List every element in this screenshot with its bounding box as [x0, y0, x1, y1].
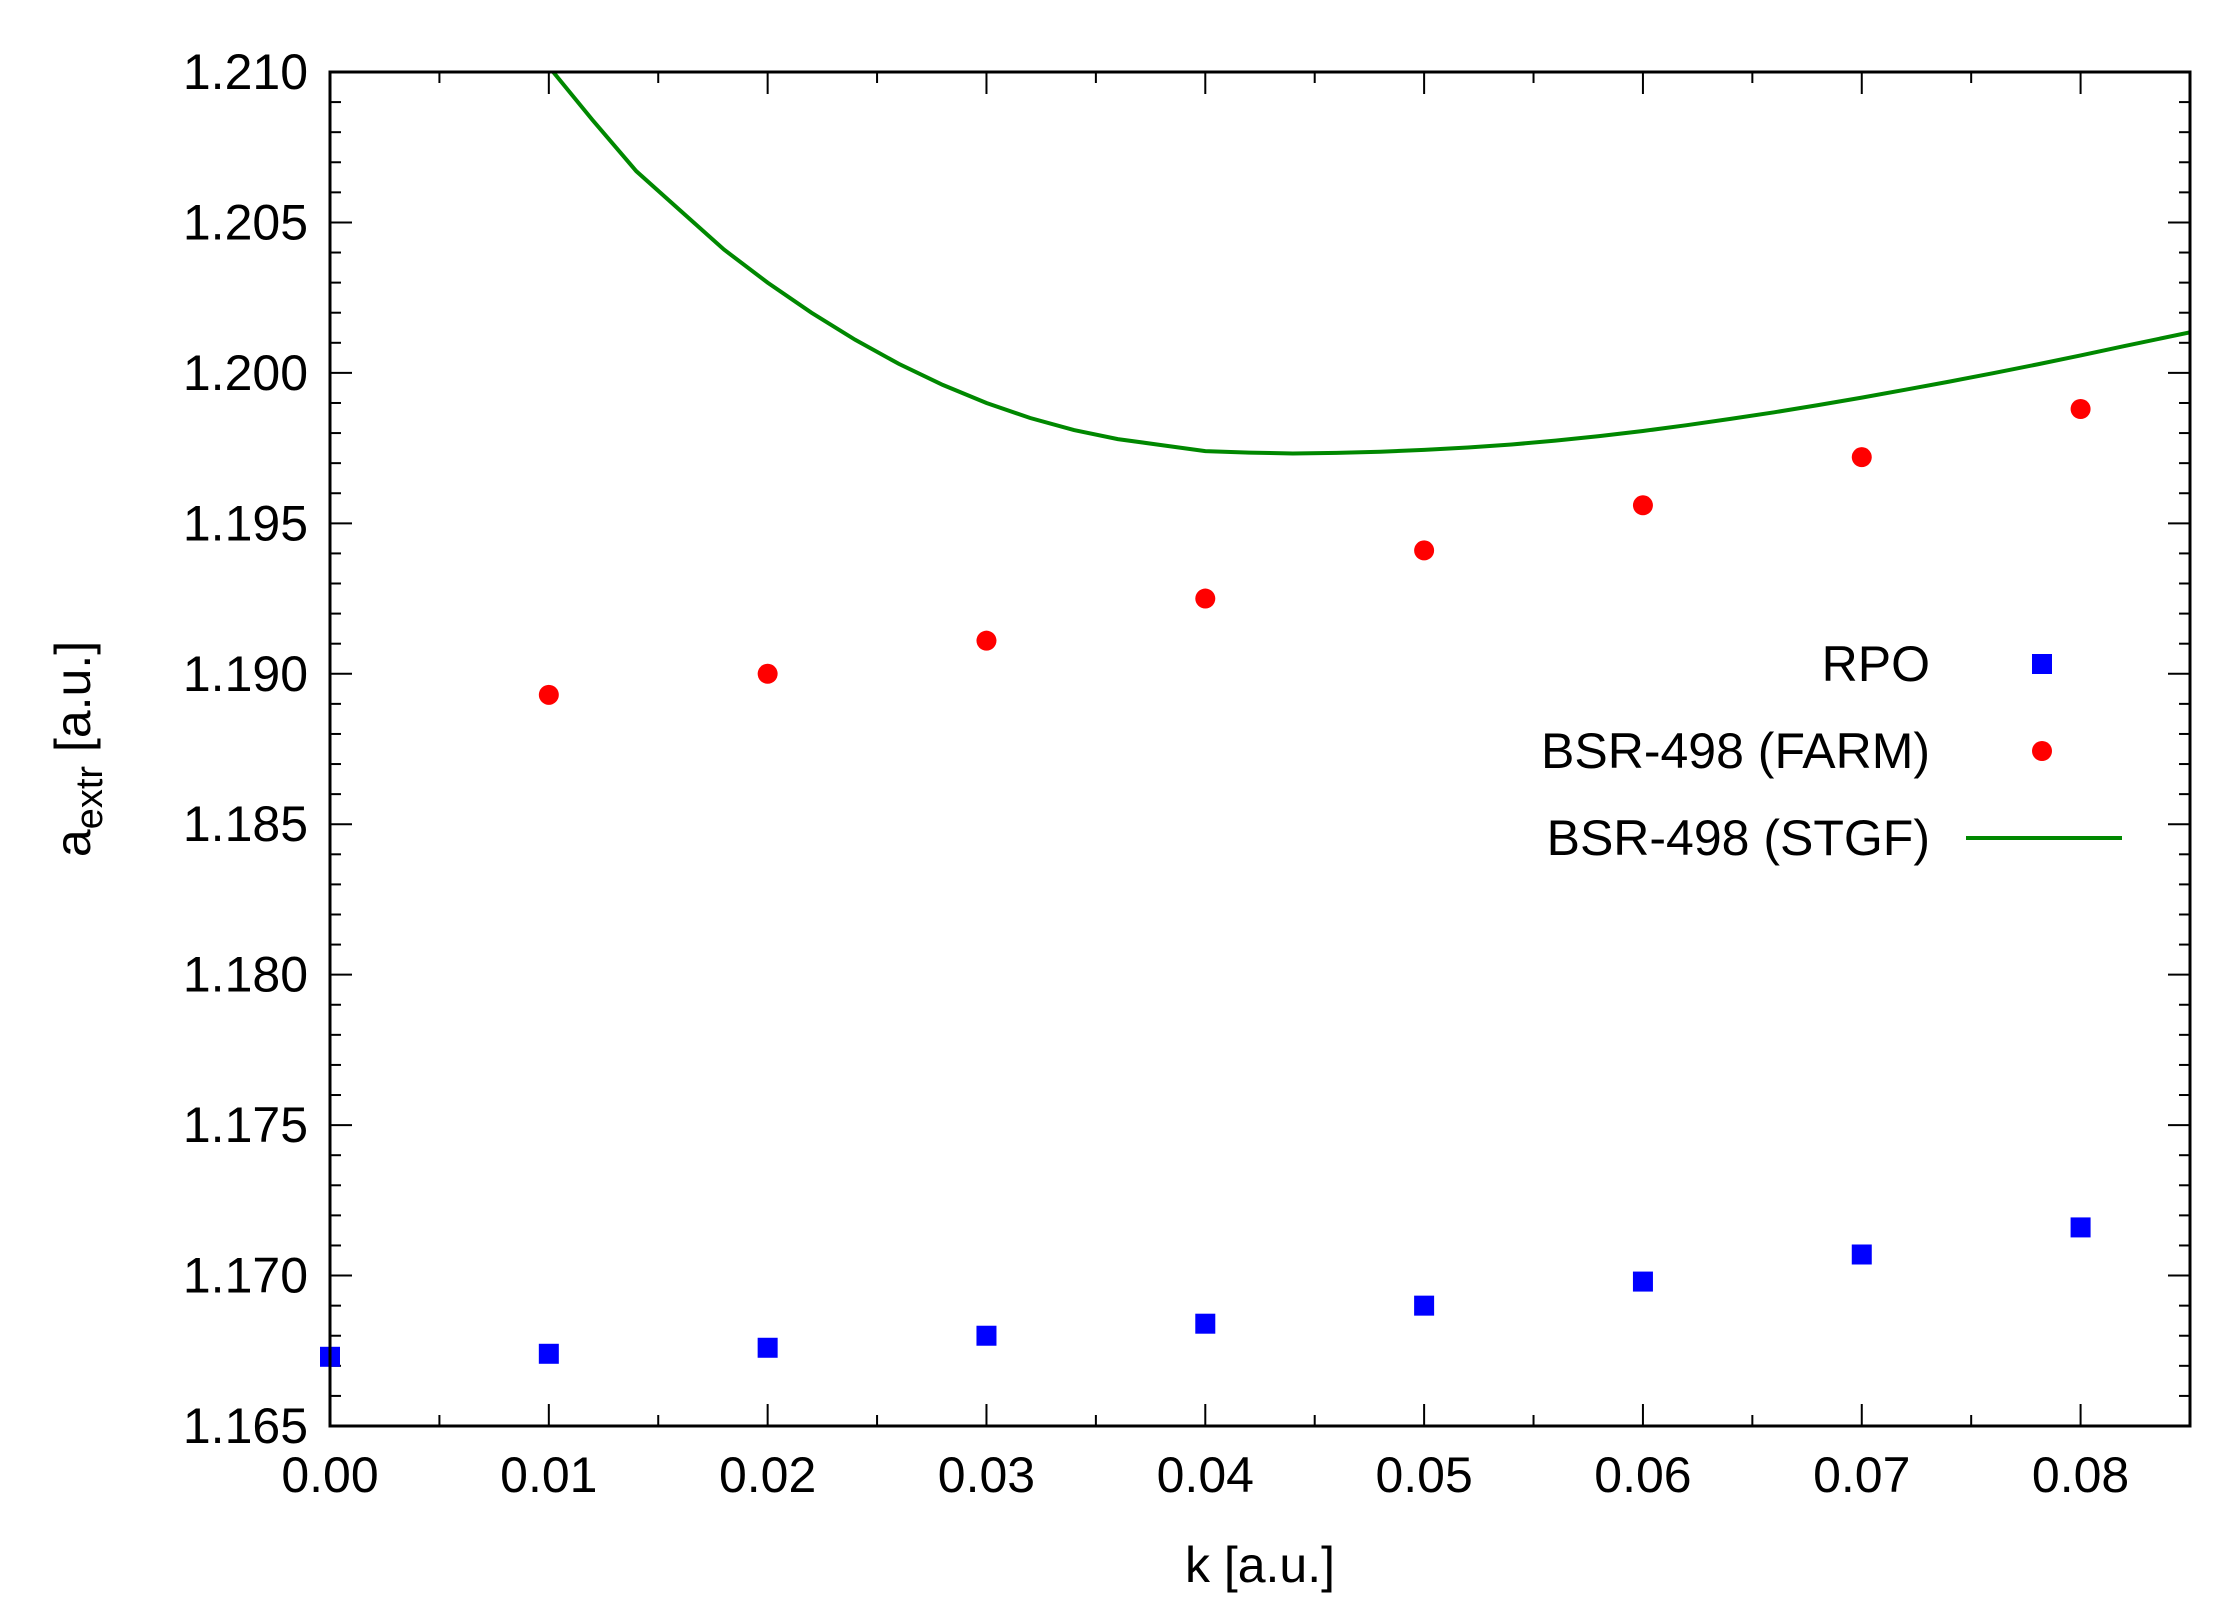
x-tick-label: 0.01	[500, 1447, 597, 1503]
series-layer	[320, 72, 2190, 1367]
y-tick-label: 1.195	[183, 495, 308, 551]
point-bsr-498-farm	[2070, 398, 2091, 419]
point-bsr-498-farm	[1195, 588, 1216, 609]
x-tick-label: 0.00	[281, 1447, 378, 1503]
legend-marker-circle	[2032, 741, 2052, 761]
ticks-layer: 0.00 0.01 0.02 0.03 0.04 0.05 0.06 0.07 0.08 1.16…	[183, 44, 2190, 1503]
x-axis-label: k [a.u.]	[1185, 1537, 1335, 1593]
legend-marker-square	[2032, 654, 2052, 674]
point-rpo	[1851, 1244, 1872, 1265]
point-rpo	[1414, 1295, 1435, 1316]
y-tick-label: 1.175	[183, 1097, 308, 1153]
point-bsr-498-farm	[1851, 447, 1872, 468]
x-tick-label: 0.03	[938, 1447, 1035, 1503]
point-bsr-498-farm	[976, 630, 997, 651]
x-tick-label: 0.04	[1157, 1447, 1254, 1503]
plot-frame	[328, 70, 2192, 1428]
x-tick-label: 0.06	[1594, 1447, 1691, 1503]
legend-label: BSR-498 (STGF)	[1547, 810, 1930, 866]
point-bsr-498-farm	[757, 663, 778, 684]
y-tick-label: 1.180	[183, 947, 308, 1003]
y-tick-label: 1.200	[183, 345, 308, 401]
y-axis-label-subscript: extr	[69, 766, 111, 830]
y-axis-label-unit: [a.u.]	[45, 641, 101, 766]
x-tick-label: 0.08	[2032, 1447, 2129, 1503]
point-rpo	[1632, 1271, 1653, 1292]
y-axis-label-main: a	[45, 829, 101, 857]
legend: RPO BSR-498 (FARM) BSR-498 (STGF)	[1541, 636, 2122, 866]
y-axis-label: aextr [a.u.]	[45, 641, 111, 857]
y-tick-label: 1.165	[183, 1398, 308, 1454]
legend-label: RPO	[1822, 636, 1930, 692]
point-rpo	[2070, 1217, 2091, 1238]
point-bsr-498-farm	[538, 684, 559, 705]
point-rpo	[538, 1343, 559, 1364]
x-tick-label: 0.02	[719, 1447, 816, 1503]
y-tick-label: 1.185	[183, 796, 308, 852]
point-rpo	[757, 1337, 778, 1358]
point-rpo	[1195, 1313, 1216, 1334]
point-bsr-498-farm	[1414, 540, 1435, 561]
series-line-bsr-498-stgf	[551, 72, 2190, 456]
y-tick-label: 1.210	[183, 44, 308, 100]
point-bsr-498-farm	[1632, 495, 1653, 516]
legend-label: BSR-498 (FARM)	[1541, 723, 1930, 779]
y-tick-label: 1.205	[183, 194, 308, 250]
x-tick-label: 0.05	[1375, 1447, 1472, 1503]
point-rpo	[976, 1325, 997, 1346]
x-tick-label: 0.07	[1813, 1447, 1910, 1503]
y-tick-label: 1.190	[183, 646, 308, 702]
y-tick-label: 1.170	[183, 1248, 308, 1304]
